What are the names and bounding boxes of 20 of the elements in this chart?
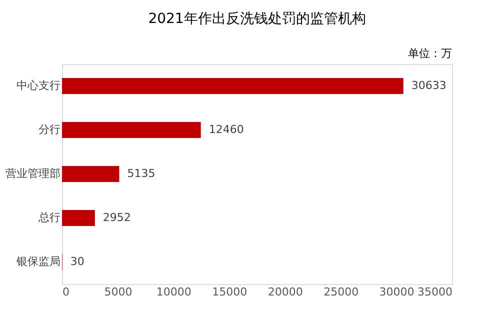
x-tick-label: 35000: [418, 286, 452, 298]
data-label: 2952: [102, 211, 131, 224]
x-tick-label: 15000: [212, 286, 248, 298]
x-tick-label: 20000: [268, 286, 303, 298]
data-label: 5135: [127, 167, 156, 180]
y-tick-label: 中心支行: [16, 79, 60, 92]
data-label: 30633: [411, 79, 446, 92]
y-tick-label: 银保监局: [16, 255, 60, 268]
x-tick-label: 30000: [379, 286, 414, 298]
y-tick-label: 分行: [38, 123, 60, 136]
x-tick-label: 0: [62, 286, 70, 298]
chart-title: 2021年作出反洗钱处罚的监管机构: [148, 11, 366, 27]
data-label: 30: [70, 255, 84, 268]
text: 单位：万: [408, 47, 452, 60]
x-tick-label: 5000: [104, 286, 132, 298]
y-tick-label: 总行: [38, 211, 60, 224]
x-tick-label: 25000: [324, 286, 359, 298]
x-tick-label: 10000: [156, 286, 192, 298]
y-tick-label: 营业管理部: [6, 167, 60, 180]
data-label: 12460: [208, 123, 244, 136]
